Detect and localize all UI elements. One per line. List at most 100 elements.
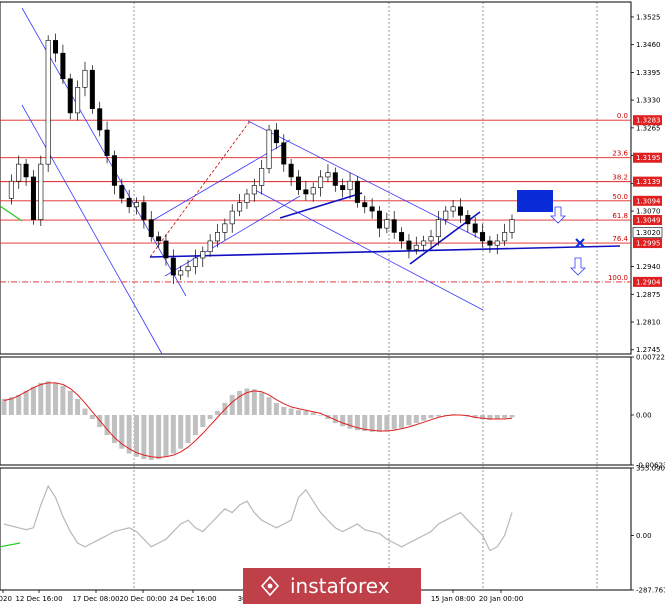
macd-histogram-bar [502,414,508,419]
candle-body [134,202,140,208]
candle-body [354,180,360,203]
macd-histogram-bar [45,381,51,415]
macd-histogram-bar [38,382,44,415]
candle-body [310,187,316,195]
macd-histogram-bar [119,414,125,449]
candle-body [332,172,338,186]
candle-body [178,270,184,276]
macd-histogram-bar [111,414,117,444]
candle-body [200,251,206,259]
cci-line [3,484,513,552]
macd-indicator [1,381,515,460]
main-support-line [149,245,621,258]
macd-histogram-bar [141,414,147,460]
candle-body [494,240,500,246]
macd-histogram-bar [266,397,272,415]
candle-body [16,163,22,182]
candle-body [435,219,441,237]
candle-body [369,206,375,212]
macd-histogram-bar [53,382,59,415]
fib-level-label: 100.0 [608,274,628,282]
price-tick-label: 1.3395 [636,69,661,77]
macd-histogram-bar [170,414,176,454]
macd-histogram-bar [303,410,309,415]
candle-body [192,257,198,267]
macd-histogram-bar [295,410,301,415]
price-tick-label: 1.2745 [636,346,661,354]
fib-level-label: 38.2 [612,174,628,182]
macd-histogram-bar [480,414,486,419]
macd-histogram-bar [244,388,250,415]
fib-price-box [633,238,662,249]
price-candles [8,33,515,285]
macd-histogram-bar [413,414,419,424]
time-tick-label: 20 Jan 00:00 [479,595,523,603]
candle-body [457,206,463,216]
candle-body [141,202,147,220]
macd-histogram-bar [104,414,110,436]
macd-histogram-bar [237,390,243,415]
candle-body [480,232,486,242]
fib-price-box [633,152,662,163]
candle-body [8,180,14,199]
cci-axis: 355.0903 0.00 -287.767 [631,465,665,595]
candle-body [119,185,125,199]
candle-body [60,52,66,80]
candle-body [67,78,73,114]
macd-tick-label: 0.00 [636,411,652,419]
macd-histogram-bar [185,414,191,444]
macd-panel [0,356,632,466]
candle-body [465,215,471,225]
macd-histogram-bar [487,414,493,420]
macd-histogram-bar [200,414,206,428]
candle-body [303,189,309,195]
candle-body [340,185,346,191]
candle-body [399,232,405,242]
candle-body [406,240,412,250]
candle-body [23,163,29,178]
candle-body [428,236,434,242]
falling-channel-lower [254,189,484,311]
candle-body [281,142,287,165]
macd-histogram-bar [163,414,169,457]
cci-tick-label: 355.0903 [636,465,665,473]
candle-body [273,129,279,144]
macd-histogram-bar [391,414,397,430]
fib-level-label: 23.6 [612,150,628,158]
macd-histogram-bar [229,394,235,415]
macd-histogram-bar [192,414,198,436]
candle-body [148,219,154,237]
price-tick-label: 1.2810 [636,319,661,327]
price-tick-label: 1.3265 [636,124,661,132]
candle-body [53,40,59,54]
candle-body [229,210,235,225]
fib-price-label: 1.3049 [636,217,661,225]
candle-body [509,219,515,233]
cci-tick-label: -287.767 [636,587,665,595]
macd-histogram-bar [67,390,73,415]
price-tick-label: 1.3070 [636,208,661,216]
macd-histogram-bar [30,386,36,415]
fib-price-label: 1.3094 [636,197,661,205]
macd-histogram-bar [369,414,375,432]
price-tick-label: 1.3460 [636,41,661,49]
macd-histogram-bar [376,414,382,432]
macd-axis: 0.00722 0.00 -0.00623 [631,354,665,470]
candle-body [30,176,36,220]
fib-price-box [633,195,662,206]
candle-body [237,202,243,212]
candle-body [156,236,162,242]
fib-level-label: 0.0 [617,112,628,120]
target-zone-box [517,190,553,212]
fib-level-label: 61.8 [612,212,628,220]
candle-body [391,219,397,233]
macd-histogram-bar [215,410,221,415]
watermark: instaforex [243,568,421,604]
macd-histogram-bar [310,412,316,415]
fib-price-label: 1.3195 [636,154,661,162]
annotations [517,190,586,276]
instaforex-logo-icon [260,575,280,597]
macd-histogram-bar [384,414,390,432]
macd-histogram-bar [318,414,324,416]
candle-body [185,266,191,272]
